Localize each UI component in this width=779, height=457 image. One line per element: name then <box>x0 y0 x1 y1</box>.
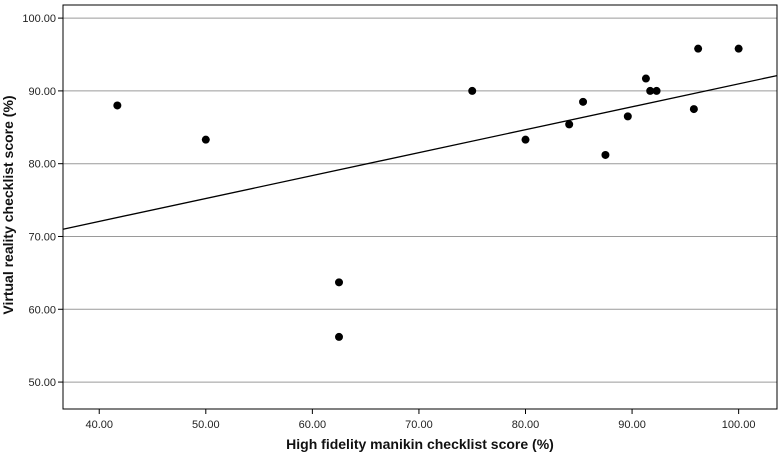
x-tick-label: 50.00 <box>192 419 220 431</box>
grid-lines <box>63 17 777 383</box>
data-point <box>652 86 661 95</box>
data-point <box>335 332 344 341</box>
x-tick-label: 70.00 <box>405 419 433 431</box>
y-axis-title: Virtual reality checklist score (%) <box>0 95 16 314</box>
data-point <box>694 44 703 53</box>
x-tick-label: 40.00 <box>85 419 113 431</box>
fit-line-layer <box>62 74 778 230</box>
data-point <box>734 44 743 53</box>
y-tick-label: 60.00 <box>28 304 56 316</box>
fit-line <box>62 74 778 230</box>
y-axis-ticks: 50.00 60.00 70.00 80.00 90.00 100.00 <box>22 13 63 389</box>
data-points <box>113 44 743 341</box>
x-axis-ticks: 40.00 50.00 60.00 70.00 80.00 90.00 100.00 <box>85 409 755 431</box>
data-point <box>201 135 210 144</box>
data-point <box>565 120 574 129</box>
plot-frame <box>62 4 778 410</box>
data-point <box>689 105 698 114</box>
x-tick-label: 60.00 <box>299 419 327 431</box>
data-point <box>646 86 655 95</box>
axes <box>62 4 778 410</box>
x-axis-title: High fidelity manikin checklist score (%… <box>286 436 554 452</box>
x-tick-label: 80.00 <box>512 419 540 431</box>
data-point <box>335 278 344 287</box>
data-point <box>623 112 632 121</box>
data-point <box>113 101 122 110</box>
data-point <box>601 150 610 159</box>
y-tick-label: 100.00 <box>22 13 56 25</box>
y-tick-label: 80.00 <box>28 159 56 171</box>
data-point <box>641 74 650 83</box>
data-point <box>468 86 477 95</box>
y-tick-label: 70.00 <box>28 231 56 243</box>
y-tick-label: 50.00 <box>28 377 56 389</box>
data-point <box>521 135 530 144</box>
y-tick-label: 90.00 <box>28 86 56 98</box>
x-tick-label: 90.00 <box>618 419 646 431</box>
data-point <box>579 97 588 106</box>
x-tick-label: 100.00 <box>722 419 756 431</box>
